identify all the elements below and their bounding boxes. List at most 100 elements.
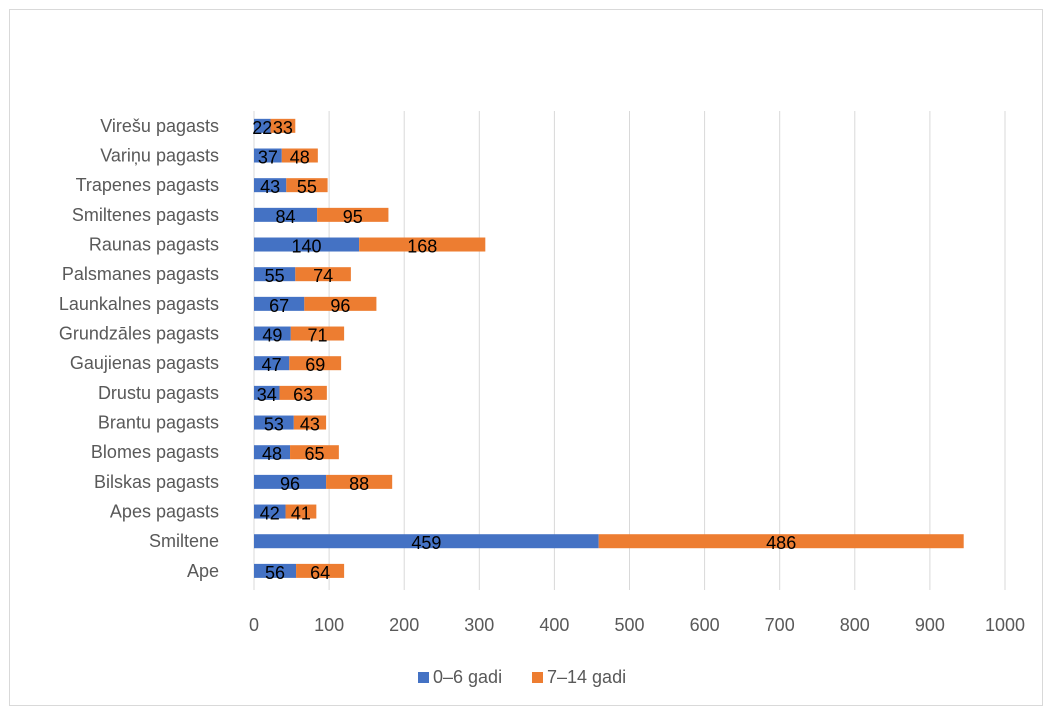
bar-segment-7-14-gadi bbox=[289, 356, 342, 371]
data-label: 42 bbox=[260, 504, 280, 524]
bar-segment-7-14-gadi bbox=[290, 326, 345, 341]
data-label: 55 bbox=[265, 266, 285, 286]
bar-segment-0-6-gadi bbox=[254, 207, 318, 222]
bar-segment-0-6-gadi bbox=[254, 356, 290, 371]
bar-segment-7-14-gadi bbox=[293, 415, 327, 430]
bar-segment-0-6-gadi bbox=[254, 504, 286, 519]
x-tick-label: 1000 bbox=[985, 615, 1025, 635]
data-label: 63 bbox=[293, 385, 313, 405]
category-label: Palsmanes pagasts bbox=[62, 264, 219, 284]
data-label: 71 bbox=[307, 326, 327, 346]
bars bbox=[254, 118, 964, 578]
data-labels: 56 64 459 486 42 41 96 88 48 65 53 43 34 63 47 69 49 71 67… bbox=[252, 118, 796, 583]
data-label: 88 bbox=[349, 474, 369, 494]
data-label: 140 bbox=[292, 237, 322, 257]
category-label: Raunas pagasts bbox=[89, 235, 219, 255]
category-label: Grundzāles pagasts bbox=[59, 324, 219, 344]
data-label: 33 bbox=[273, 118, 293, 138]
x-tick-label: 400 bbox=[539, 615, 569, 635]
bar-segment-0-6-gadi bbox=[254, 534, 599, 549]
data-label: 96 bbox=[330, 296, 350, 316]
bar-segment-0-6-gadi bbox=[254, 326, 291, 341]
bar-segment-7-14-gadi bbox=[598, 534, 964, 549]
bar-segment-0-6-gadi bbox=[254, 178, 287, 193]
data-label: 84 bbox=[276, 207, 296, 227]
category-label: Bilskas pagasts bbox=[94, 472, 219, 492]
bar-segment-0-6-gadi bbox=[254, 385, 280, 400]
data-label: 48 bbox=[290, 148, 310, 168]
data-label: 486 bbox=[766, 533, 796, 553]
data-label: 168 bbox=[407, 237, 437, 257]
bar-segment-7-14-gadi bbox=[326, 474, 393, 489]
category-label: Brantu pagasts bbox=[98, 413, 219, 433]
x-tick-label: 500 bbox=[614, 615, 644, 635]
bar-segment-7-14-gadi bbox=[296, 563, 345, 578]
bar-segment-7-14-gadi bbox=[281, 148, 318, 163]
bar-segment-7-14-gadi bbox=[359, 237, 486, 252]
data-label: 53 bbox=[264, 415, 284, 435]
bar-segment-7-14-gadi bbox=[286, 178, 328, 193]
bar-segment-0-6-gadi bbox=[254, 474, 327, 489]
x-tick-label: 100 bbox=[314, 615, 344, 635]
x-tick-label: 300 bbox=[464, 615, 494, 635]
category-label: Smiltene bbox=[149, 531, 219, 551]
x-tick-label: 900 bbox=[915, 615, 945, 635]
bar-segment-7-14-gadi bbox=[270, 118, 296, 133]
data-label: 43 bbox=[300, 415, 320, 435]
bar-segment-7-14-gadi bbox=[317, 207, 389, 222]
chart-frame bbox=[9, 9, 1043, 706]
gridlines bbox=[253, 111, 1006, 590]
data-label: 65 bbox=[304, 444, 324, 464]
data-label: 96 bbox=[280, 474, 300, 494]
data-label: 55 bbox=[297, 177, 317, 197]
data-label: 34 bbox=[257, 385, 277, 405]
bar-segment-7-14-gadi bbox=[285, 504, 317, 519]
legend-swatch bbox=[532, 672, 543, 683]
x-tick-label: 200 bbox=[389, 615, 419, 635]
data-label: 43 bbox=[260, 177, 280, 197]
category-label: Smiltenes pagasts bbox=[72, 205, 219, 225]
bar-segment-0-6-gadi bbox=[254, 267, 296, 282]
bar-segment-0-6-gadi bbox=[254, 563, 297, 578]
bar-segment-0-6-gadi bbox=[254, 118, 271, 133]
category-label: Ape bbox=[187, 561, 219, 581]
category-label: Drustu pagasts bbox=[98, 383, 219, 403]
bar-segment-7-14-gadi bbox=[295, 267, 351, 282]
bar-segment-7-14-gadi bbox=[290, 445, 339, 460]
category-label: Trapenes pagasts bbox=[76, 175, 219, 195]
category-label: Blomes pagasts bbox=[91, 442, 219, 462]
bar-segment-0-6-gadi bbox=[254, 445, 291, 460]
category-label: Variņu pagasts bbox=[100, 146, 219, 166]
data-label: 95 bbox=[343, 207, 363, 227]
data-label: 74 bbox=[313, 266, 333, 286]
category-label: Apes pagasts bbox=[110, 502, 219, 522]
legend-label: 0–6 gadi bbox=[433, 667, 502, 687]
data-label: 64 bbox=[310, 563, 330, 583]
x-tick-label: 600 bbox=[690, 615, 720, 635]
bar-segment-0-6-gadi bbox=[254, 415, 294, 430]
x-tick-label: 700 bbox=[765, 615, 795, 635]
data-label: 459 bbox=[411, 533, 441, 553]
x-tick-label: 800 bbox=[840, 615, 870, 635]
data-label: 47 bbox=[262, 355, 282, 375]
bar-segment-0-6-gadi bbox=[254, 148, 282, 163]
legend: 0–6 gadi 7–14 gadi bbox=[418, 667, 626, 687]
data-label: 41 bbox=[291, 504, 311, 524]
value-axis: 0 100 200 300 400 500 600 700 800 900 1000 bbox=[249, 615, 1025, 635]
x-tick-label: 0 bbox=[249, 615, 259, 635]
data-label: 49 bbox=[262, 326, 282, 346]
category-label: Launkalnes pagasts bbox=[59, 294, 219, 314]
data-label: 48 bbox=[262, 444, 282, 464]
bar-segment-7-14-gadi bbox=[304, 296, 377, 311]
legend-label: 7–14 gadi bbox=[547, 667, 626, 687]
data-label: 56 bbox=[265, 563, 285, 583]
category-label: Virešu pagasts bbox=[100, 116, 219, 136]
bar-segment-0-6-gadi bbox=[254, 296, 305, 311]
data-label: 37 bbox=[258, 148, 278, 168]
data-label: 69 bbox=[305, 355, 325, 375]
legend-swatch bbox=[418, 672, 429, 683]
category-label: Gaujienas pagasts bbox=[70, 353, 219, 373]
bar-segment-0-6-gadi bbox=[254, 237, 360, 252]
data-label: 22 bbox=[252, 118, 272, 138]
